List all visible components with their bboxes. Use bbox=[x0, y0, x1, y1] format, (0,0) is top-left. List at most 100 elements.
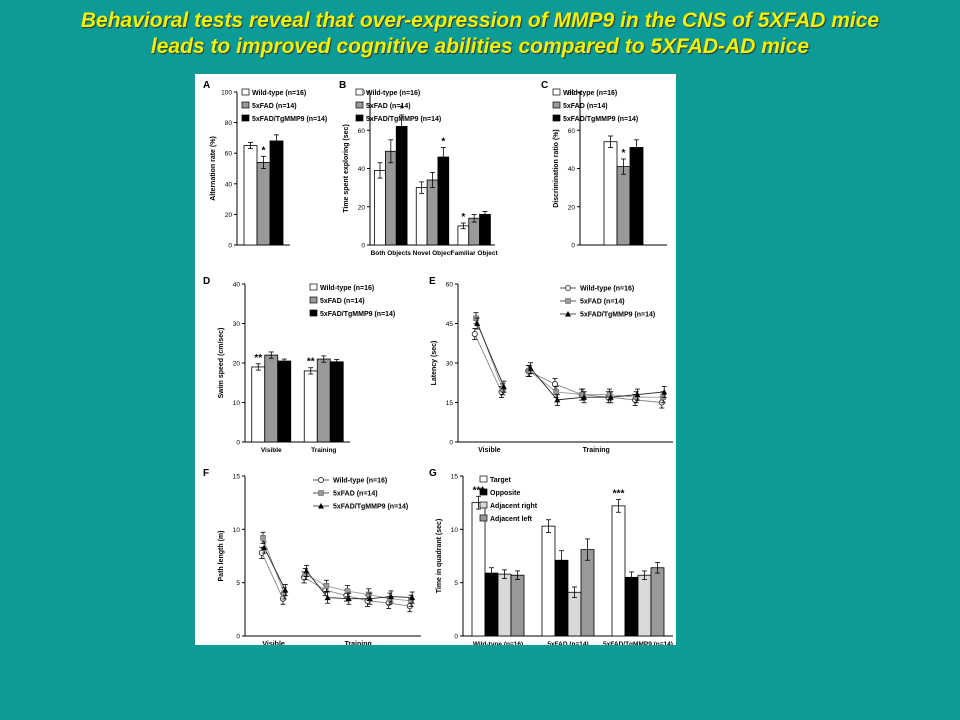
data-point-f bbox=[344, 588, 351, 595]
legend-swatch-c bbox=[552, 101, 561, 109]
data-point-e bbox=[661, 388, 668, 395]
legend-marker-f bbox=[318, 503, 324, 509]
significance-mark-g: *** bbox=[473, 485, 485, 496]
y-axis-label-d: Swim speed (cm/sec) bbox=[218, 328, 225, 399]
y-tick-label-b: 60 bbox=[358, 128, 366, 135]
bar-b bbox=[437, 156, 450, 246]
y-tick-label-b: 20 bbox=[358, 204, 366, 211]
bar-b bbox=[395, 126, 408, 246]
legend-swatch-g bbox=[479, 501, 488, 509]
series-line-e bbox=[529, 370, 663, 398]
y-axis-label-b: Time spent exploring (sec) bbox=[343, 124, 350, 213]
legend-swatch-d bbox=[309, 283, 318, 291]
panel-label-b: B bbox=[339, 80, 346, 91]
bar-d bbox=[329, 361, 344, 443]
panel-label-d: D bbox=[203, 276, 210, 287]
legend-label-f: 5xFAD/TgMMP9 (n=14) bbox=[333, 504, 408, 511]
data-point-e bbox=[553, 389, 559, 395]
data-point-f bbox=[323, 583, 330, 589]
legend-label-c: 5xFAD (n=14) bbox=[563, 103, 608, 110]
bar-g bbox=[471, 502, 486, 637]
data-point-e bbox=[581, 394, 588, 400]
data-point-f bbox=[366, 595, 373, 602]
y-axis-label-a: Alternation rate (%) bbox=[210, 136, 217, 201]
bar-g bbox=[637, 574, 652, 637]
bar-g bbox=[497, 573, 512, 637]
y-tick-label-f: 15 bbox=[233, 474, 241, 481]
bar-g bbox=[624, 576, 639, 637]
series-line-e bbox=[476, 323, 505, 387]
bar-b bbox=[426, 179, 439, 246]
bar-d bbox=[277, 360, 292, 443]
significance-mark-b: * bbox=[441, 136, 445, 147]
series-line-f bbox=[303, 576, 410, 607]
slide-title: Behavioral tests reveal that over-expres… bbox=[0, 8, 960, 60]
y-tick-label-b: 0 bbox=[361, 243, 365, 250]
bar-g bbox=[650, 567, 665, 637]
bar-c bbox=[616, 166, 631, 246]
x-tick-label-d: Training bbox=[311, 447, 336, 454]
y-tick-label-f: 10 bbox=[233, 527, 241, 534]
data-point-e bbox=[474, 320, 481, 326]
legend-swatch-g bbox=[479, 488, 488, 496]
y-tick-label-a: 100 bbox=[221, 90, 232, 97]
y-tick-label-c: 60 bbox=[568, 128, 576, 135]
y-tick-label-c: 40 bbox=[568, 166, 576, 173]
data-point-e bbox=[554, 396, 561, 403]
legend-marker-e bbox=[565, 311, 571, 317]
legend-label-f: Wild-type (n=16) bbox=[333, 478, 387, 485]
panel-label-g: G bbox=[429, 468, 437, 479]
data-point-e bbox=[634, 391, 641, 398]
panel-label-c: C bbox=[541, 80, 548, 91]
y-tick-label-e: 15 bbox=[446, 400, 454, 407]
legend-label-e: 5xFAD/TgMMP9 (n=14) bbox=[580, 312, 655, 319]
y-tick-label-a: 0 bbox=[228, 243, 232, 250]
y-tick-label-g: 10 bbox=[451, 527, 459, 534]
series-line-f bbox=[261, 552, 284, 599]
data-point-e bbox=[607, 394, 614, 400]
significance-mark-d: ** bbox=[254, 353, 262, 364]
bar-g bbox=[484, 572, 499, 637]
legend-label-c: Wild-type (n=16) bbox=[563, 90, 617, 97]
data-point-f bbox=[260, 535, 266, 541]
legend-marker-f bbox=[318, 490, 324, 496]
panel-label-e: E bbox=[429, 276, 436, 287]
y-axis-label-c: Discrimination ratio (%) bbox=[553, 129, 560, 208]
data-point-f bbox=[388, 593, 395, 600]
x-tick-label-d: Visible bbox=[261, 447, 282, 454]
y-tick-label-g: 5 bbox=[454, 580, 458, 587]
x-tick-label-g: Wild-type (n=16) bbox=[473, 641, 523, 645]
series-line-e bbox=[475, 318, 504, 390]
y-tick-label-d: 30 bbox=[233, 321, 241, 328]
data-point-e bbox=[527, 365, 534, 371]
x-tick-label-b: Familiar Object bbox=[451, 250, 499, 257]
legend-label-d: 5xFAD/TgMMP9 (n=14) bbox=[320, 311, 395, 318]
y-tick-label-c: 80 bbox=[568, 90, 576, 97]
data-point-f bbox=[303, 567, 310, 574]
legend-label-b: 5xFAD (n=14) bbox=[366, 103, 411, 110]
bar-a bbox=[269, 140, 284, 246]
y-tick-label-d: 40 bbox=[233, 282, 241, 289]
y-tick-label-a: 60 bbox=[225, 151, 233, 158]
bar-g bbox=[611, 505, 626, 637]
x-tick-label-g: 5xFAD (n=14) bbox=[547, 641, 588, 645]
data-point-e bbox=[500, 383, 507, 390]
y-tick-label-c: 20 bbox=[568, 204, 576, 211]
bar-g bbox=[541, 525, 556, 637]
legend-swatch-a bbox=[241, 101, 250, 109]
legend-swatch-a bbox=[241, 114, 250, 122]
y-tick-label-e: 60 bbox=[446, 282, 454, 289]
x-tick-label-b: Both Objects bbox=[371, 250, 412, 257]
bar-b bbox=[374, 170, 386, 246]
legend-swatch-b bbox=[355, 88, 364, 96]
y-tick-label-a: 40 bbox=[225, 181, 233, 188]
bar-a bbox=[243, 145, 258, 246]
x-group-label-f: Visible bbox=[262, 641, 285, 645]
significance-mark-c: * bbox=[622, 148, 626, 159]
y-tick-label-a: 80 bbox=[225, 120, 233, 127]
bar-c bbox=[603, 141, 618, 246]
legend-swatch-d bbox=[309, 309, 318, 317]
legend-swatch-b bbox=[355, 114, 364, 122]
y-tick-label-g: 15 bbox=[451, 474, 459, 481]
